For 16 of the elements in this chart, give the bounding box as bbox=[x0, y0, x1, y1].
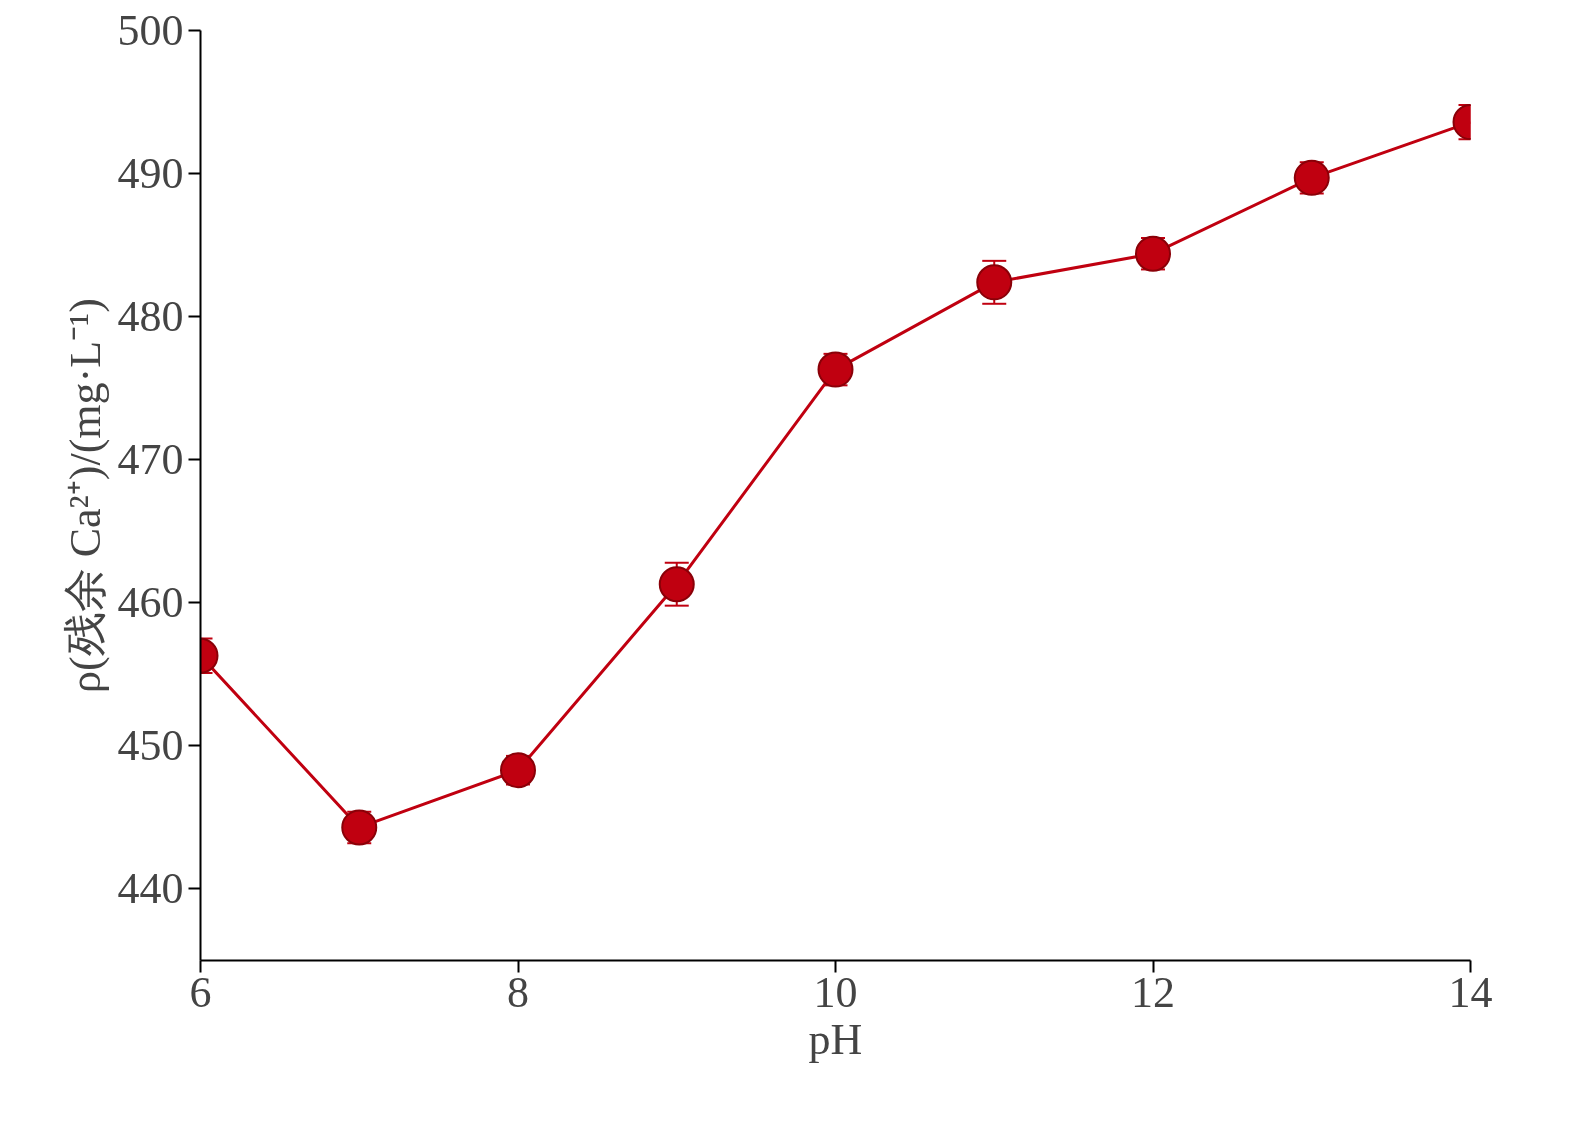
y-tick-label: 440 bbox=[117, 864, 184, 914]
y-tick-label: 500 bbox=[117, 6, 184, 55]
x-tick-label: 14 bbox=[1448, 967, 1493, 1017]
x-tick-label: 12 bbox=[1131, 967, 1175, 1017]
x-tick-label: 8 bbox=[507, 967, 529, 1017]
x-tick-label: 10 bbox=[813, 967, 858, 1017]
x-tick-label: 6 bbox=[189, 967, 212, 1017]
y-tick-label: 490 bbox=[117, 149, 184, 199]
point bbox=[976, 264, 1013, 301]
y-tick-label: 450 bbox=[117, 721, 184, 771]
y-tick-label: 480 bbox=[117, 292, 184, 342]
y-tick-label: 460 bbox=[117, 578, 184, 628]
x-axis-title: pH bbox=[808, 1014, 863, 1064]
y-tick-label: 470 bbox=[117, 435, 184, 485]
y-axis-title: ρ(残余 Ca²⁺)/(mg·L⁻¹) bbox=[60, 298, 110, 693]
point bbox=[658, 566, 695, 603]
